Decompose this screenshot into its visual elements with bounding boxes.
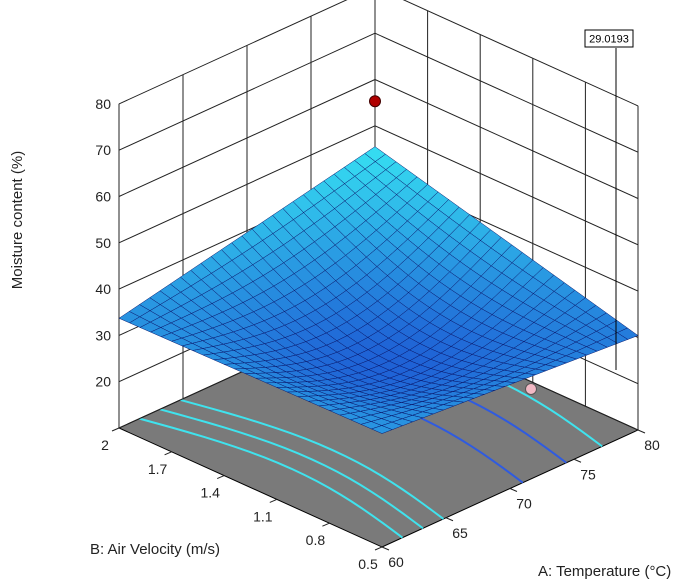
grid-line-z [374, 125, 639, 246]
y-tick-mark [374, 546, 383, 551]
response-surface [118, 146, 639, 434]
x-tick-label: 60 [388, 554, 404, 570]
y-tick-mark [269, 498, 277, 503]
value-flag-text: 29.0193 [589, 34, 629, 46]
design-point-high [369, 95, 381, 108]
z-tick-label: 80 [95, 96, 111, 112]
x-tick-label: 80 [644, 437, 660, 453]
z-tick-label: 20 [95, 374, 111, 390]
y-axis-label: B: Air Velocity (m/s) [90, 541, 220, 558]
x-tick-mark [445, 517, 454, 522]
x-tick-label: 70 [516, 496, 532, 512]
grid-line-z [402, 0, 639, 107]
y-tick-mark [164, 451, 172, 456]
tick-labels: 20 30 40 50 60 70 80 60 65 70 75 80 0.5 0.8 1.1 1.4 1.7 2 [95, 96, 660, 572]
y-tick-label: 1.4 [200, 485, 220, 501]
x-tick-mark [637, 429, 646, 434]
value-flag-box [584, 29, 634, 48]
x-tick-label: 65 [452, 525, 468, 541]
x-tick-mark [573, 458, 582, 463]
x-axis-label: A: Temperature (°C) [538, 563, 671, 580]
z-tick-label: 40 [95, 281, 111, 297]
z-tick-label: 70 [95, 142, 111, 158]
z-tick-label: 30 [95, 327, 111, 343]
x-tick-mark [381, 546, 390, 551]
y-tick-mark [217, 475, 225, 480]
design-point-low [525, 383, 537, 395]
y-tick-mark [322, 522, 330, 527]
x-tick-label: 75 [580, 466, 596, 482]
design-points [369, 95, 537, 395]
y-tick-label: 2 [101, 437, 109, 453]
x-tick-mark [509, 488, 518, 492]
floor-contour [139, 417, 404, 539]
grid-line-z [374, 32, 639, 153]
floor-contour [159, 408, 424, 530]
surface-facet [370, 425, 393, 434]
y-tick-label: 0.8 [306, 532, 326, 548]
floor-contour [180, 398, 445, 520]
z-axis-label: Moisture content (%) [9, 151, 26, 289]
y-tick-label: 0.5 [358, 556, 378, 572]
value-flag: 29.0193 [584, 29, 634, 370]
y-tick-mark [111, 427, 120, 432]
y-tick-label: 1.1 [253, 508, 273, 524]
z-tick-label: 60 [95, 189, 111, 205]
grid-line-z [374, 79, 639, 199]
y-tick-label: 1.7 [148, 461, 168, 477]
z-tick-label: 50 [95, 235, 111, 251]
